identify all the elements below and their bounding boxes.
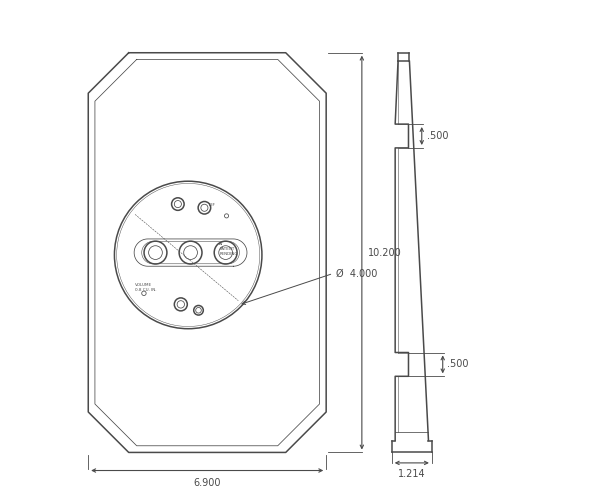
Text: 10.200: 10.200 [368, 247, 401, 258]
Text: 1.214: 1.214 [398, 468, 425, 479]
Text: 6.900: 6.900 [193, 478, 221, 488]
Text: .500: .500 [448, 359, 469, 369]
Text: .500: .500 [427, 131, 448, 141]
Text: VOLUME
0.8 CU. IN.: VOLUME 0.8 CU. IN. [135, 283, 157, 292]
Text: Ø  4.000: Ø 4.000 [335, 269, 377, 278]
Text: A/
PATENT
PENDING: A/ PATENT PENDING [219, 243, 238, 256]
Text: DIF: DIF [209, 203, 216, 207]
